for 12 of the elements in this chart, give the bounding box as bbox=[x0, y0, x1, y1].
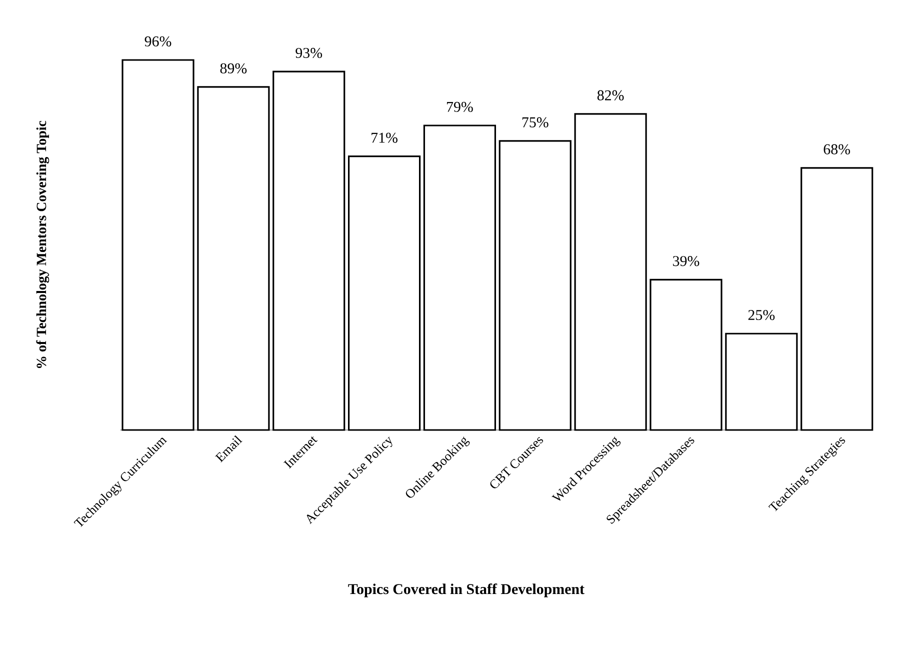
data-label: 25% bbox=[748, 310, 775, 320]
data-label: 82% bbox=[597, 90, 624, 100]
data-label: 71% bbox=[372, 132, 398, 143]
data-label: 68% bbox=[824, 144, 850, 154]
data-label: 75% bbox=[522, 117, 548, 128]
x-axis-title: Topics Covered in Staff Development bbox=[348, 584, 584, 598]
data-label: 79% bbox=[447, 102, 473, 112]
data-label: 39% bbox=[673, 256, 700, 266]
data-label: 89% bbox=[220, 63, 247, 74]
y-axis-title: % of Technology Mentors Covering Topic bbox=[36, 120, 50, 368]
data-label: 93% bbox=[296, 48, 322, 58]
data-label: 96% bbox=[144, 36, 172, 46]
